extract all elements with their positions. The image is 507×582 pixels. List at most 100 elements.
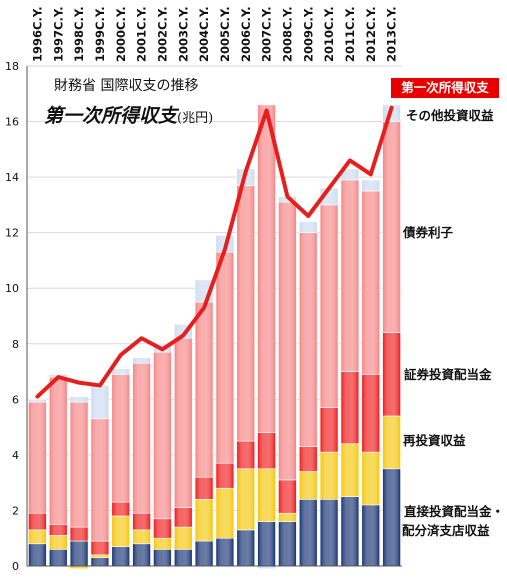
bar-segment-sheen	[194, 301, 214, 478]
bar-segment-sheen	[48, 524, 68, 536]
bar-segment-sheen	[382, 468, 401, 567]
bar-segment-sheen	[319, 499, 339, 567]
bar-segment-sheen	[257, 104, 276, 433]
bar-segment-sheen	[132, 529, 151, 545]
bar-segment-sheen	[111, 515, 131, 547]
bar-segment-sheen	[69, 396, 89, 403]
legend-direct-investment-2: 配分済支店収益	[402, 523, 490, 538]
x-tick-label: 2007C.Y.	[260, 6, 274, 62]
bar-segment-sheen	[173, 549, 193, 567]
y-tick-label: 12	[5, 227, 19, 240]
chart-title: 財務省 国際収支の推移	[54, 78, 199, 94]
y-tick-label: 14	[5, 171, 19, 184]
bar-segment-sheen	[28, 543, 47, 567]
bar-segment-sheen	[153, 518, 172, 539]
bar-segment-sheen	[340, 179, 360, 372]
x-tick-label: 1999C.Y.	[93, 6, 107, 62]
y-tick-label: 16	[5, 116, 19, 129]
bar-segment-sheen	[111, 546, 131, 567]
bar-segment-sheen	[69, 401, 89, 528]
bar-segment-sheen	[236, 185, 256, 442]
bar-segment-sheen	[28, 399, 47, 403]
bar-segment-sheen	[361, 179, 381, 192]
bar-segment-sheen	[69, 540, 89, 567]
bar-series	[28, 104, 401, 570]
bar-segment-sheen	[194, 499, 214, 542]
legend-line-label: 第一次所得収支	[391, 78, 499, 98]
x-tick-label: 2011C.Y.	[343, 6, 357, 62]
bar-segment-sheen	[132, 512, 151, 531]
y-tick-label: 0	[12, 560, 19, 573]
legend-portfolio-dividends: 証券投資配当金	[404, 367, 492, 382]
bar-segment-sheen	[194, 476, 214, 500]
primary-income-line	[35, 105, 394, 399]
unit-label: (兆円)	[177, 111, 214, 126]
bar-segment-sheen	[278, 521, 297, 567]
bar-segment-sheen	[132, 543, 151, 567]
bar-segment-sheen	[153, 549, 172, 567]
bar-segment-sheen	[132, 357, 151, 364]
y-tick-label: 10	[5, 282, 19, 295]
bar-segment-sheen	[257, 521, 276, 567]
bar-segment-sheen	[69, 526, 89, 542]
bar-segment-sheen	[278, 512, 297, 522]
bar-segment-sheen	[90, 554, 110, 558]
y-tick-label: 6	[12, 393, 19, 406]
bar-segment-sheen	[236, 440, 256, 470]
bar-segment-sheen	[215, 251, 235, 464]
subtitle-text: 第一次所得収支	[44, 105, 178, 127]
y-tick-label: 2	[12, 504, 19, 517]
bar-segment-sheen	[111, 368, 131, 375]
legend-direct-investment-1: 直接投資配当金・	[404, 504, 505, 519]
bar-segment-sheen	[298, 232, 318, 447]
x-tick-label: 2003C.Y.	[176, 6, 190, 62]
bar-segment-sheen	[257, 432, 276, 470]
bar-segment-sheen	[319, 204, 339, 408]
bar-segment-sheen	[111, 501, 131, 517]
bar-segment-sheen	[173, 526, 193, 550]
bar-segment-sheen	[132, 362, 151, 514]
bar-segment-sheen	[111, 374, 131, 503]
bar-segment-sheen	[361, 190, 381, 375]
x-tick-label: 2013C.Y.	[385, 6, 399, 62]
bar-segment-sheen	[278, 201, 297, 481]
bar-segment-sheen	[90, 385, 110, 420]
bar-segment-sheen	[236, 529, 256, 567]
bar-segment-sheen	[90, 418, 110, 542]
x-tick-label: 2001C.Y.	[135, 6, 149, 62]
bar-segment-sheen	[319, 407, 339, 453]
x-tick-label: 2008C.Y.	[280, 6, 294, 62]
x-tick-label: 2009C.Y.	[301, 6, 315, 62]
legend-bond-interest: 債券利子	[403, 225, 454, 240]
x-tick-label: 2005C.Y.	[218, 6, 232, 62]
bar-segment-sheen	[48, 376, 68, 525]
x-tick-label: 2002C.Y.	[155, 6, 169, 62]
bar-segment-sheen	[194, 540, 214, 567]
legend-reinvested-earnings: 再投資収益	[403, 433, 466, 448]
gridlines	[27, 65, 402, 567]
chart-subtitle: 第一次所得収支(兆円)	[44, 101, 213, 128]
bar-segment-sheen	[173, 337, 193, 508]
bar-segment-sheen	[48, 535, 68, 550]
y-tick-label: 8	[12, 338, 19, 351]
bar-segment-sheen	[382, 121, 401, 333]
bar-segment-sheen	[361, 451, 381, 506]
x-tick-label: 2012C.Y.	[364, 6, 378, 62]
bar-segment-sheen	[257, 468, 276, 522]
x-tick-label: 2000C.Y.	[114, 6, 128, 62]
bar-segment-sheen	[340, 371, 360, 445]
bar-segment-sheen	[278, 479, 297, 514]
bar-segment-sheen	[215, 537, 235, 567]
bar-segment-sheen	[28, 529, 47, 545]
bar-segment-sheen	[153, 537, 172, 550]
bar-segment-sheen	[382, 415, 401, 470]
bar-segment-sheen	[48, 549, 68, 567]
bar-segment-sheen	[153, 351, 172, 520]
y-tick-label: 4	[12, 449, 19, 462]
bar-segment-sheen	[215, 462, 235, 489]
x-tick-label: 1997C.Y.	[51, 6, 65, 62]
bar-segment-sheen	[28, 401, 47, 514]
axes: 0 2 4 6 8 10 12 14 16 18 1996C.Y. 1997C.Y. 1998C.Y. 1…	[5, 6, 402, 573]
bar-segment-sheen	[340, 443, 360, 497]
legend-other-investment: その他投資収益	[406, 108, 494, 123]
